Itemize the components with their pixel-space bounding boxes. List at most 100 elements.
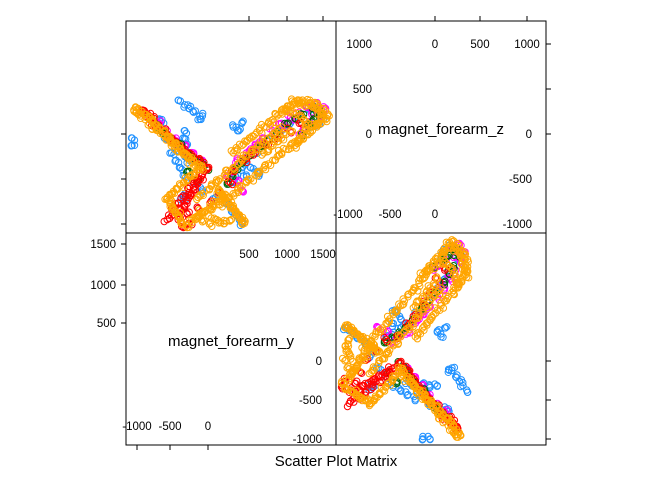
point-t-3-47-2	[177, 193, 185, 202]
point-4-177-1	[421, 273, 429, 281]
point-4-139-1	[395, 366, 403, 374]
point-4-64-2	[431, 304, 439, 312]
tick-label-top-y-2: 1500	[310, 249, 336, 261]
point-t-4-8-2	[229, 202, 238, 210]
point-3-49-2	[381, 372, 390, 380]
point-4-75-2	[420, 294, 429, 302]
point-4-75-0	[419, 293, 427, 301]
point-t-4-90-1	[254, 141, 262, 149]
point-3-48-1	[376, 378, 384, 387]
point-t-4-134-2	[176, 144, 185, 153]
point-t-4-98-1	[222, 169, 230, 178]
point-t-0-45-0	[198, 112, 207, 120]
point-4-140-2	[389, 372, 397, 380]
point-0-42-2	[439, 333, 447, 341]
tick-label-right-y-1: -500	[299, 395, 322, 407]
point-t-4-155-2	[175, 213, 184, 222]
point-t-4-173-0	[308, 127, 317, 135]
point-t-3-49-2	[190, 179, 198, 187]
point-t-2-12-2	[223, 178, 232, 187]
point-t-4-168-1	[222, 191, 230, 200]
point-4-87-2	[430, 293, 438, 301]
point-4-90-1	[419, 308, 427, 316]
point-4-168-1	[369, 340, 378, 348]
point-t-4-68-2	[240, 140, 248, 148]
point-t-4-185-1	[287, 95, 296, 103]
point-4-60-0	[448, 288, 456, 296]
point-4-91-2	[415, 309, 423, 317]
point-4-182-2	[464, 258, 472, 266]
point-4-40-2	[416, 282, 424, 290]
point-t-0-34-1	[180, 127, 189, 135]
point-4-178-2	[453, 239, 461, 248]
point-4-68-2	[420, 322, 428, 330]
point-4-21-0	[341, 357, 349, 365]
point-t-0-10-1	[171, 157, 179, 165]
point-t-0-47-1	[185, 104, 193, 113]
point-t-0-43-1	[235, 127, 243, 135]
tick-label-right-y-0: 0	[316, 356, 322, 368]
point-t-4-102-2	[206, 185, 214, 193]
point-4-129-2	[432, 402, 441, 410]
point-t-0-39-1	[127, 142, 135, 150]
point-t-4-79-1	[302, 117, 310, 125]
point-t-4-178-2	[321, 107, 330, 115]
point-4-159-2	[345, 377, 353, 385]
point-4-66-2	[428, 314, 436, 322]
point-2-12-2	[382, 339, 390, 347]
tick-label-left-z-1: -500	[509, 174, 532, 186]
point-4-0-2	[340, 323, 349, 332]
point-t-0-11-2	[166, 149, 174, 157]
point-4-177-2	[416, 269, 424, 277]
point-t-3-37-0	[226, 178, 235, 187]
point-t-4-95-1	[234, 160, 243, 169]
point-t-0-43-2	[236, 125, 244, 133]
tick-label-top-z-1: 500	[470, 39, 489, 51]
point-4-34-1	[393, 308, 401, 316]
point-t-4-163-2	[200, 207, 208, 216]
point-t-4-67-2	[243, 136, 252, 145]
point-0-10-1	[403, 391, 411, 400]
point-2-4-2	[441, 277, 449, 285]
point-t-3-0-1	[160, 217, 168, 226]
point-4-163-2	[353, 362, 361, 370]
point-4-96-0	[397, 333, 405, 341]
point-t-4-182-2	[303, 95, 312, 104]
point-t-4-168-2	[220, 193, 228, 202]
point-t-4-70-0	[229, 149, 237, 157]
point-4-15-2	[375, 347, 384, 356]
point-4-9-2	[359, 335, 367, 343]
point-0-48-2	[459, 378, 467, 387]
point-t-3-48-1	[184, 184, 192, 193]
point-t-4-177-2	[292, 144, 300, 152]
tick-label-bottom-y-0: -1000	[122, 421, 151, 433]
point-t-4-41-1	[287, 144, 295, 152]
diagonal-panels: -1000 -500 0 500 1000 1500 0 -500 -1000 0 500 1000 1…	[122, 39, 540, 446]
tick-label-bottom-z-1: -500	[378, 209, 401, 221]
point-0-39-1	[418, 436, 427, 444]
point-4-21-1	[342, 356, 350, 364]
point-t-3-11-2	[199, 176, 207, 184]
point-t-4-40-2	[279, 144, 288, 153]
point-t-4-136-2	[183, 152, 191, 160]
point-4-95-1	[400, 327, 408, 336]
point-t-3-47-1	[181, 192, 190, 201]
panel-y-vs-z	[127, 95, 333, 232]
point-4-84-2	[454, 284, 462, 292]
point-t-0-53-2	[246, 163, 254, 171]
point-4-15-1	[373, 347, 381, 356]
point-4-36-2	[399, 295, 407, 303]
point-4-63-2	[437, 299, 445, 307]
point-t-0-42-2	[229, 121, 237, 129]
point-4-35-2	[395, 300, 403, 308]
point-t-4-75-1	[267, 143, 275, 151]
point-t-4-88-2	[267, 132, 275, 141]
point-t-4-66-2	[248, 132, 256, 140]
point-0-39-2	[419, 432, 427, 441]
point-t-0-40-2	[130, 136, 139, 144]
point-t-4-75-2	[267, 140, 276, 148]
tick-label-left-z-0: 0	[526, 129, 532, 141]
point-4-8-2	[359, 333, 367, 341]
